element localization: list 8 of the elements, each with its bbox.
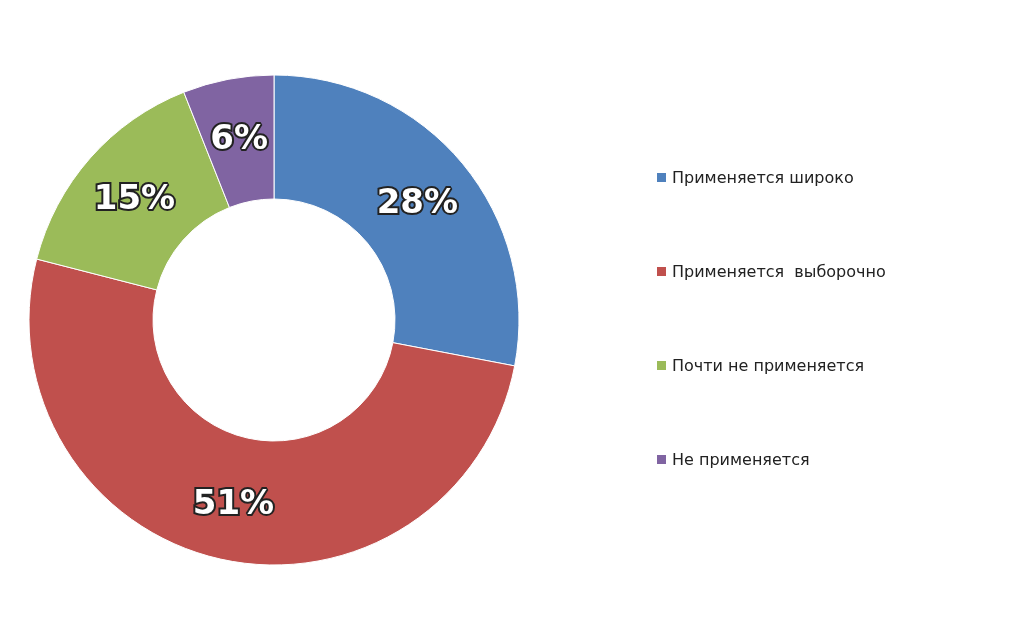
data-label: 15% [93,177,176,217]
data-label: 6% [210,117,269,158]
legend-label: Применяется широко [672,168,854,187]
legend-label: Не применяется [672,450,810,469]
data-label: 51% [192,481,275,522]
data-label: 28% [376,181,459,222]
legend-label: Почти не применяется [672,356,865,375]
legend-label: Применяется выборочно [672,262,886,281]
